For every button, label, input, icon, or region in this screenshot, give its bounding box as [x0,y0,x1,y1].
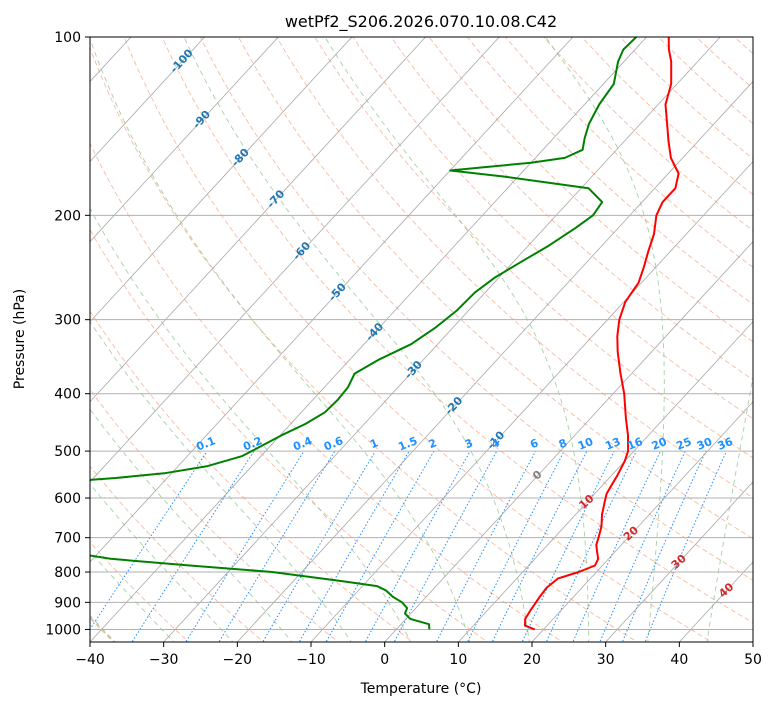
mixing-ratio-line [599,450,686,642]
isotherm-line [90,37,353,323]
isobar-grid [90,37,753,630]
dewpoint-line [90,37,637,630]
isotherms [90,37,753,642]
x-tick-label: −30 [149,652,179,668]
moist-adiabat-line [90,37,471,642]
mixing-ratio-label: 20 [650,435,669,453]
mixing-ratio-line [131,450,255,642]
dry-adiabat-line [90,46,638,642]
y-tick-label: 800 [54,565,81,581]
y-tick-label: 1000 [45,622,81,638]
x-tick-label: 20 [523,652,541,668]
dry-adiabat-line [238,37,753,540]
x-tick-label: 30 [597,652,615,668]
mixing-ratio-label: 10 [576,435,595,453]
isotherm-line [90,37,500,483]
mixing-ratio-line [435,450,537,642]
mixing-ratio-label: 25 [674,435,693,453]
isotherm-line [90,37,205,163]
y-tick-label: 600 [54,491,81,507]
mixing-ratio-line [298,450,410,642]
isotherm-line [605,481,753,642]
x-tick-label: −40 [75,652,105,668]
mixing-ratio-label: 1 [368,436,380,451]
mixing-ratio-line [218,450,336,642]
mixing-ratio-label: 30 [695,435,714,453]
isotherm-line [531,401,753,642]
isotherm-line [237,80,753,642]
x-tick-label: 10 [449,652,467,668]
mixing-ratio-line [644,450,727,642]
isotherm-line [310,160,753,642]
mixing-ratio-label: 2 [427,436,439,451]
mixing-ratio-line [572,450,662,642]
moist-adiabat-line [90,320,352,642]
x-axis-label: Temperature (°C) [360,681,482,697]
y-axis-ticks: 100 200 300 400 500 600 700 800 900 1000 [45,30,90,638]
y-tick-label: 300 [54,313,81,329]
mixing-ratio-line [393,450,498,642]
x-tick-label: 0 [380,652,389,668]
dry-adiabat-line [276,37,753,499]
moist-adiabat-line [544,37,665,642]
isotherm-line [90,37,574,563]
y-axis-label: Pressure (hPa) [12,289,28,389]
isotherm-line [384,241,753,642]
isotherm-line [163,37,721,642]
y-tick-label: 500 [54,444,81,460]
mixing-ratio-line [90,450,208,631]
y-tick-label: 100 [54,30,81,46]
moist-adiabat-line [706,374,753,642]
chart-title: wetPf2_S206.2026.070.10.08.C42 [285,12,557,32]
plot-frame [89,36,754,643]
x-tick-label: 40 [670,652,688,668]
isotherm-line [90,37,647,642]
mixing-ratio-label: 3 [463,436,475,451]
mixing-ratio-label: 16 [625,435,644,453]
mixing-ratio-line [621,450,707,642]
dry-adiabat-line [390,37,753,381]
x-tick-label: −10 [296,652,326,668]
mixing-ratio-label: 36 [716,435,735,453]
mixing-ratio-line [466,450,565,642]
dry-adiabat-line [314,37,753,459]
mixing-ratio-label: 8 [557,436,569,451]
y-tick-label: 200 [54,208,81,224]
sounding-series [90,37,680,631]
mixing-ratio-line [491,450,588,642]
y-tick-label: 400 [54,387,81,403]
y-tick-label: 900 [54,595,81,611]
isotherm-line [90,37,279,243]
x-tick-label: 50 [744,652,762,668]
y-tick-label: 700 [54,531,81,547]
mixing-ratio-label: 13 [603,435,622,453]
mixing-ratio-line [545,450,637,642]
mixing-ratio-line [521,450,615,642]
dry-adiabat-line [428,37,753,343]
x-tick-label: −20 [223,652,253,668]
mixing-ratio-line [185,450,305,642]
dry-adiabat-line [199,37,753,581]
x-axis-ticks: −40 −30 −20 −10 0 10 20 30 40 50 [75,642,762,668]
isotherm-line [90,37,426,403]
moist-adiabat-line [324,37,590,642]
isotherm-line [458,321,753,642]
temperature-line [524,37,680,631]
